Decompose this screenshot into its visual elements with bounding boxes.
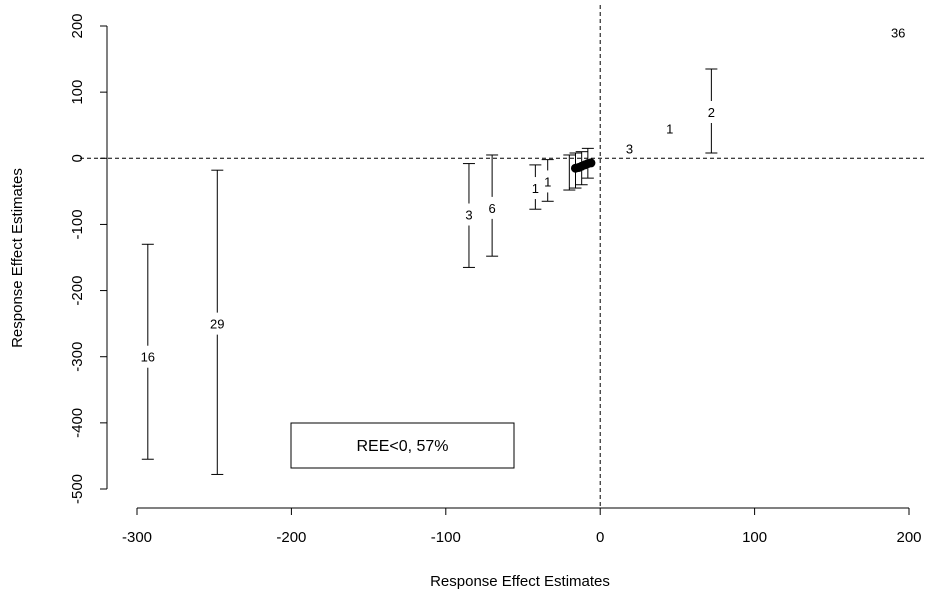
x-axis-title: Response Effect Estimates xyxy=(430,573,610,590)
x-tick-label: -100 xyxy=(431,529,461,546)
interval-bar xyxy=(563,154,576,191)
reference-lines xyxy=(80,5,925,506)
count-label: 1 xyxy=(666,122,673,137)
interval-bar: 2 xyxy=(705,68,718,154)
y-tick-label: 200 xyxy=(69,13,86,38)
count-label: 36 xyxy=(891,26,905,41)
interval-count-label: 6 xyxy=(489,201,496,216)
interval-bar: 16 xyxy=(141,243,155,460)
x-tick-label: -300 xyxy=(122,529,152,546)
y-tick-label: 100 xyxy=(69,80,86,105)
x-tick-label: -200 xyxy=(276,529,306,546)
interval-bar: 29 xyxy=(210,169,225,475)
y-axis: -500 -400 -300 -200 -100 0 100 200 xyxy=(69,13,108,504)
y-tick-label: -400 xyxy=(69,408,86,438)
y-tick-label: -100 xyxy=(69,209,86,239)
interval-count-label: 2 xyxy=(708,105,715,120)
x-tick-label: 200 xyxy=(896,529,921,546)
data-point xyxy=(586,158,596,168)
y-tick-label: 0 xyxy=(69,154,86,162)
x-tick-label: 100 xyxy=(742,529,767,546)
x-axis: -300 -200 -100 0 100 200 xyxy=(122,507,922,546)
interval-bar: 1 xyxy=(541,159,554,202)
interval-bar: 1 xyxy=(529,164,542,210)
y-tick-label: -200 xyxy=(69,276,86,306)
x-tick-label: 0 xyxy=(596,529,604,546)
interval-count-label: 29 xyxy=(210,317,224,332)
annotation-box: REE<0, 57% xyxy=(290,422,515,469)
interval-bar: 3 xyxy=(462,163,475,268)
data-points xyxy=(570,158,596,173)
annotation-box-frame xyxy=(290,422,515,469)
y-tick-label: -500 xyxy=(69,474,86,504)
y-axis-title: Response Effect Estimates xyxy=(9,168,26,348)
interval-count-label: 1 xyxy=(544,174,551,189)
count-label: 3 xyxy=(626,141,633,156)
interval-count-label: 3 xyxy=(465,208,472,223)
y-tick-label: -300 xyxy=(69,342,86,372)
annotation-box-text: REE<0, 57% xyxy=(356,438,448,455)
count-labels: 1 3 36 xyxy=(626,26,906,157)
interval-count-label: 1 xyxy=(532,181,539,196)
interval-bar: 6 xyxy=(486,154,499,257)
interval-count-label: 16 xyxy=(141,350,155,365)
